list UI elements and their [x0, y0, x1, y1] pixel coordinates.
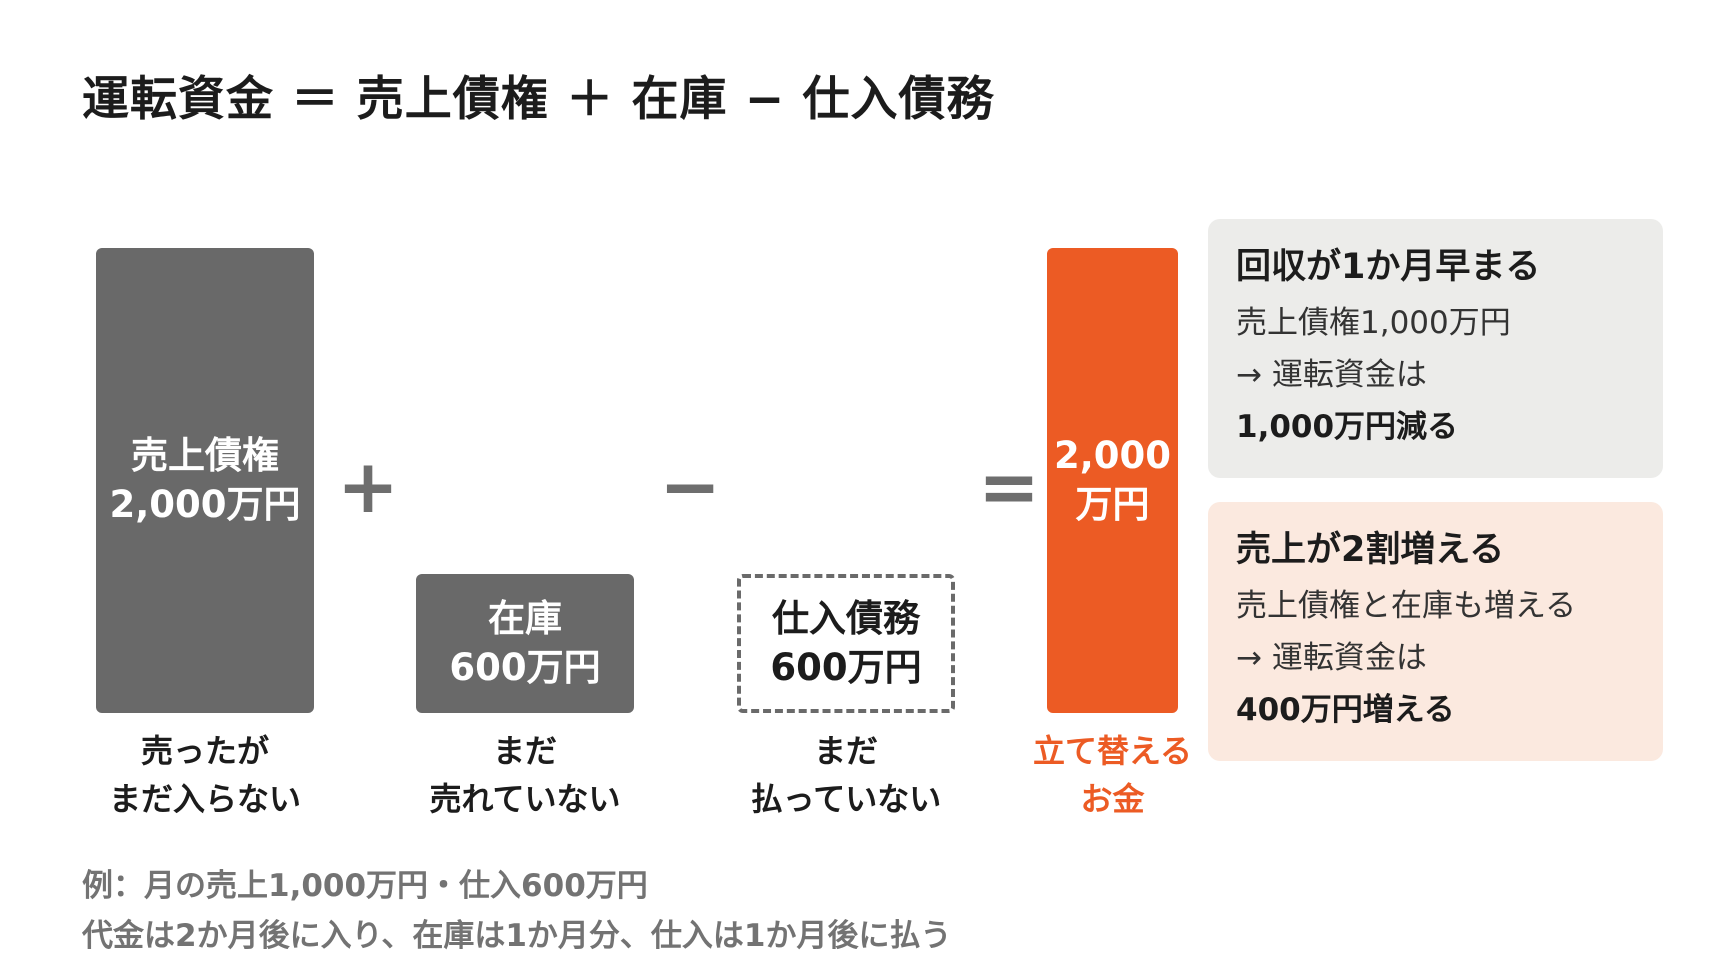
terms-footnote: 代金は2か月後に入り、在庫は1か月分、仕入は1か月後に払う [82, 918, 952, 954]
inventory-caption: まだ 売れていない [400, 727, 650, 823]
plus-operator: + [336, 444, 399, 530]
collection-faster-panel: 回収が1か月早まる 売上債権1,000万円 → 運転資金は 1,000万円減る [1208, 219, 1663, 478]
working-capital-bar: 2,000 万円 [1047, 248, 1178, 713]
receivables-caption: 売ったが まだ入らない [80, 727, 330, 823]
inventory-label: 在庫 [488, 596, 562, 640]
caption-line: 売ったが [140, 732, 269, 770]
minus-operator: − [658, 444, 721, 530]
caption-line: まだ [813, 732, 878, 770]
working-capital-unit: 万円 [1075, 482, 1150, 526]
caption-line: まだ [492, 732, 557, 770]
receivables-label: 売上債権 [131, 433, 279, 477]
inventory-amount: 600万円 [449, 645, 601, 689]
receivables-bar: 売上債権 2,000万円 [96, 248, 314, 713]
payables-bar: 仕入債務 600万円 [737, 574, 955, 713]
inventory-bar: 在庫 600万円 [416, 574, 634, 713]
working-capital-amount: 2,000 [1053, 433, 1172, 477]
payables-caption: まだ 払っていない [721, 727, 971, 823]
caption-line: 売れていない [429, 780, 621, 818]
caption-line: 立て替える [1032, 732, 1193, 770]
panel-result: 400万円増える [1236, 692, 1455, 728]
panel-heading: 売上が2割増える [1236, 530, 1505, 570]
panel-line: 売上債権1,000万円 [1236, 305, 1511, 341]
page-title: 運転資金 ＝ 売上債権 ＋ 在庫 − 仕入債務 [82, 72, 995, 127]
payables-amount: 600万円 [770, 645, 922, 689]
panel-line: → 運転資金は [1236, 640, 1427, 676]
panel-result: 1,000万円減る [1236, 409, 1459, 445]
caption-line: お金 [1080, 780, 1145, 818]
panel-line: → 運転資金は [1236, 357, 1427, 393]
sales-increase-panel: 売上が2割増える 売上債権と在庫も増える → 運転資金は 400万円増える [1208, 502, 1663, 761]
payables-label: 仕入債務 [772, 596, 920, 640]
working-capital-caption: 立て替える お金 [1002, 727, 1223, 823]
receivables-amount: 2,000万円 [109, 482, 301, 526]
panel-line: 売上債権と在庫も増える [1236, 588, 1577, 624]
equals-operator: = [977, 444, 1040, 530]
panel-heading: 回収が1か月早まる [1236, 247, 1541, 287]
caption-line: 払っていない [750, 780, 942, 818]
example-footnote: 例：月の売上1,000万円・仕入600万円 [82, 868, 648, 904]
caption-line: まだ入らない [108, 780, 301, 818]
